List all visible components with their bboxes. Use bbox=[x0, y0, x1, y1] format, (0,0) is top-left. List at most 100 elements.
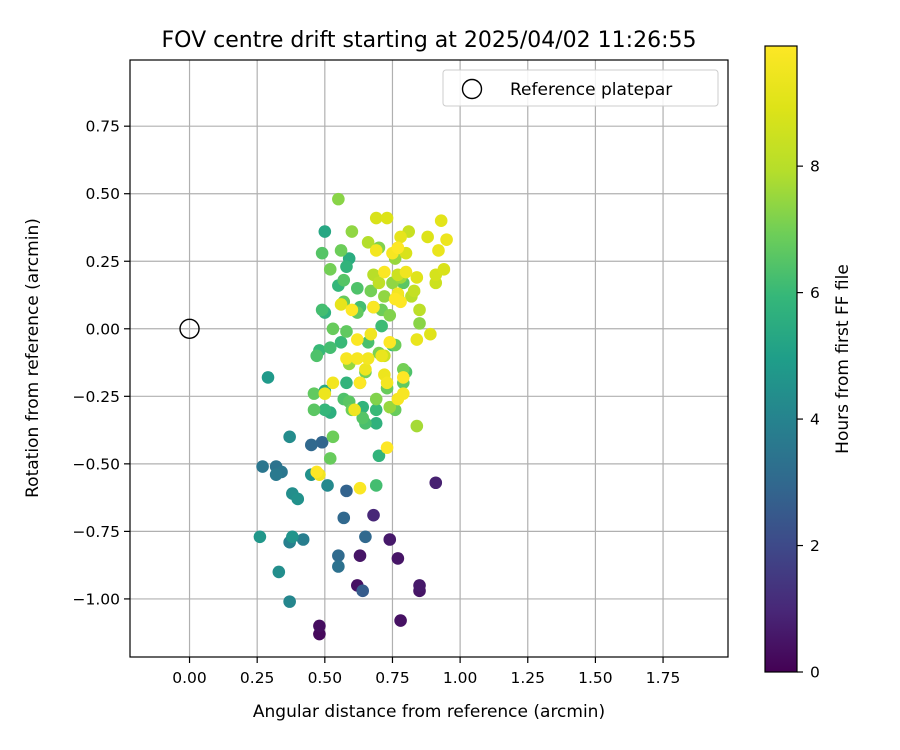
data-point bbox=[440, 233, 453, 246]
data-point bbox=[421, 230, 434, 244]
data-point bbox=[359, 530, 372, 544]
plot-frame bbox=[129, 59, 729, 658]
data-point bbox=[340, 260, 353, 273]
data-point bbox=[413, 579, 426, 592]
data-point bbox=[378, 265, 391, 279]
data-point bbox=[296, 533, 310, 546]
data-point bbox=[356, 584, 370, 598]
data-point bbox=[334, 335, 348, 349]
scatter-points bbox=[253, 192, 453, 641]
data-point bbox=[321, 479, 334, 492]
data-point bbox=[437, 263, 451, 276]
data-point bbox=[340, 352, 353, 365]
data-point bbox=[380, 376, 394, 390]
data-point bbox=[367, 300, 380, 314]
colorbar-gradient bbox=[764, 45, 798, 673]
reference-platepar-marker bbox=[179, 318, 200, 339]
x-tick-label: 0.50 bbox=[308, 669, 343, 687]
data-point bbox=[380, 441, 394, 454]
data-point bbox=[364, 327, 378, 341]
data-point bbox=[410, 333, 424, 346]
data-point bbox=[326, 322, 340, 336]
data-point bbox=[367, 508, 380, 522]
y-tick-label: 0.25 bbox=[85, 253, 120, 271]
data-point bbox=[375, 349, 388, 363]
data-point bbox=[407, 284, 421, 298]
data-point bbox=[337, 273, 351, 287]
reference-marker bbox=[179, 318, 200, 339]
colorbar-tick-label: 8 bbox=[810, 158, 820, 176]
data-point bbox=[283, 430, 296, 444]
colorbar-tick-label: 2 bbox=[810, 537, 820, 555]
data-point bbox=[350, 333, 364, 346]
data-point bbox=[315, 246, 329, 260]
data-point bbox=[334, 244, 348, 257]
data-point bbox=[315, 435, 329, 449]
x-tick-label: 0.00 bbox=[172, 669, 207, 687]
y-tick-label: 0.00 bbox=[85, 320, 120, 338]
grid-lines bbox=[130, 60, 728, 657]
data-point bbox=[369, 244, 383, 257]
data-point bbox=[399, 265, 413, 279]
data-point bbox=[413, 303, 426, 317]
plot-background bbox=[130, 60, 728, 657]
data-point bbox=[391, 552, 405, 565]
data-point bbox=[350, 352, 364, 365]
data-point bbox=[410, 419, 424, 433]
y-axis-label: Rotation from reference (arcmin) bbox=[23, 218, 43, 498]
data-point bbox=[369, 403, 383, 417]
data-point bbox=[383, 533, 397, 546]
data-point bbox=[353, 549, 367, 562]
data-point bbox=[345, 225, 359, 238]
y-tick-label: 0.75 bbox=[85, 118, 120, 136]
x-tick-label: 1.00 bbox=[443, 669, 478, 687]
y-tick-label: −0.25 bbox=[73, 388, 121, 406]
legend-label: Reference platepar bbox=[510, 80, 672, 100]
data-point bbox=[318, 387, 332, 400]
data-point bbox=[334, 298, 348, 311]
data-point bbox=[424, 327, 437, 341]
data-point bbox=[359, 363, 372, 376]
data-point bbox=[315, 303, 329, 317]
data-point bbox=[375, 319, 388, 333]
data-point bbox=[383, 400, 397, 414]
data-point bbox=[253, 530, 267, 544]
data-point bbox=[361, 352, 375, 365]
data-point bbox=[337, 511, 351, 525]
data-point bbox=[323, 263, 337, 276]
data-point bbox=[323, 341, 337, 354]
data-point bbox=[272, 565, 286, 579]
plot-area bbox=[129, 59, 729, 658]
colorbar-label: Hours from first FF file bbox=[833, 264, 853, 454]
data-point bbox=[310, 349, 324, 363]
data-point bbox=[256, 460, 269, 473]
data-point bbox=[383, 308, 397, 322]
data-point bbox=[304, 438, 318, 452]
legend-open-circle-icon bbox=[461, 78, 483, 100]
data-point bbox=[383, 335, 397, 349]
y-tick-label: −1.00 bbox=[73, 590, 121, 608]
data-point bbox=[378, 290, 391, 303]
x-tick-label: 0.25 bbox=[240, 669, 275, 687]
y-tick-label: −0.50 bbox=[73, 455, 121, 473]
data-point bbox=[326, 376, 340, 390]
x-tick-label: 1.25 bbox=[511, 669, 546, 687]
colorbar-tick-label: 0 bbox=[810, 664, 820, 682]
data-point bbox=[340, 325, 353, 338]
data-point bbox=[340, 376, 353, 390]
colorbar-ticks: 0 2 4 6 8 bbox=[797, 158, 820, 682]
y-tick-label: −0.75 bbox=[73, 523, 121, 541]
data-point bbox=[348, 403, 361, 417]
data-point bbox=[353, 376, 367, 390]
data-point bbox=[380, 211, 394, 225]
data-point bbox=[364, 284, 378, 298]
x-tick-label: 1.75 bbox=[646, 669, 681, 687]
data-point bbox=[332, 560, 345, 573]
data-point bbox=[429, 476, 443, 490]
y-axis-ticks: 0.75 0.50 0.25 0.00 −0.25 −0.50 −0.75 −1.00 bbox=[73, 118, 130, 608]
data-point bbox=[332, 549, 345, 562]
data-point bbox=[394, 230, 407, 244]
legend-box bbox=[442, 69, 719, 107]
data-point bbox=[332, 192, 345, 206]
